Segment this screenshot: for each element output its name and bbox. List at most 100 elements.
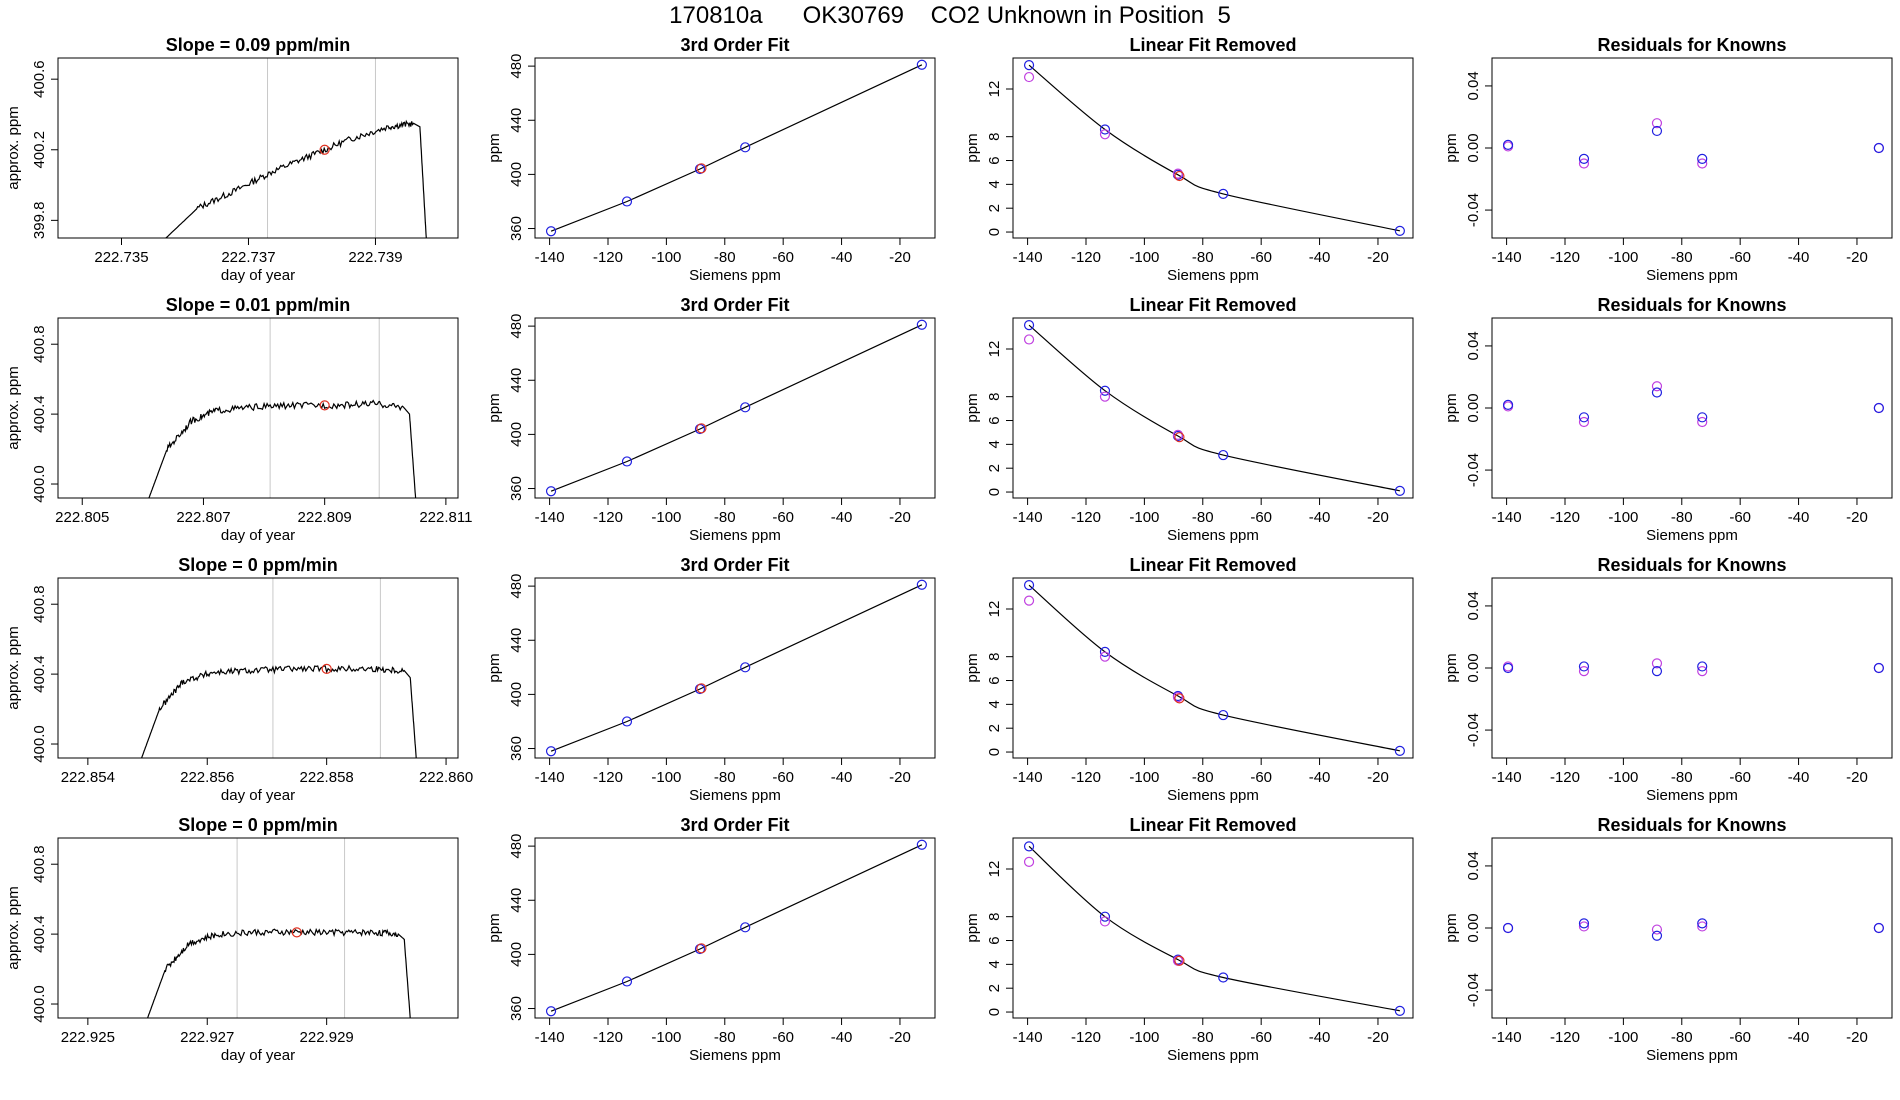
x-tick-label: -120 (1071, 1029, 1101, 1046)
known-point (1172, 692, 1184, 703)
residual-point-a (1697, 921, 1708, 932)
residual-point-a (1578, 416, 1590, 428)
x-tick-label: -140 (1492, 1029, 1522, 1046)
x-tick-label: -140 (1013, 1029, 1043, 1046)
known-point (1023, 334, 1035, 345)
x-tick-label: -120 (593, 769, 623, 786)
x-tick-label: -80 (714, 509, 736, 526)
x-tick-label: -20 (1846, 509, 1868, 526)
x-tick-label: -40 (831, 1029, 853, 1046)
residual-point-a (1651, 658, 1663, 669)
y-tick-label: 400.4 (31, 915, 48, 953)
chart-panel: Linear Fit Removed -140 -120 -100 -80 -60 -40 -… (964, 295, 1414, 544)
x-tick-label: -80 (1671, 249, 1693, 266)
unknown-point (1174, 432, 1185, 443)
unknown-point (696, 683, 707, 694)
siemens-point (1218, 449, 1229, 461)
plot-area: Linear Fit Removed -140 -120 -100 -80 -60 -40 -… (964, 555, 1414, 804)
x-axis-label: Siemens ppm (1167, 787, 1259, 804)
y-tick-label: 440 (508, 888, 525, 913)
x-tick-label: -60 (1250, 509, 1272, 526)
x-axis-label: Siemens ppm (689, 787, 781, 804)
plot-frame (57, 577, 459, 759)
siemens-point (1394, 1005, 1405, 1016)
plot-content (1023, 60, 1405, 236)
residual-point-a (1578, 158, 1590, 169)
y-axis-label: approx. ppm (5, 366, 22, 449)
siemens-point (1099, 385, 1111, 396)
fit-curve (1028, 845, 1401, 1012)
x-tick-label: -80 (714, 1029, 736, 1046)
y-tick-label: 440 (508, 368, 525, 393)
chart-panel: 3rd Order Fit -140 -120 -100 -80 -60 -40 -20 Sie… (486, 555, 936, 804)
plot-frame (57, 57, 459, 239)
fit-line (550, 584, 923, 752)
x-tick-label: -60 (772, 509, 794, 526)
plot-content (141, 578, 417, 758)
y-tick-label: 480 (508, 834, 525, 859)
x-tick-label: -100 (1608, 249, 1638, 266)
chart-title: 3rd Order Fit (680, 295, 789, 315)
known-point (1023, 595, 1035, 606)
x-tick-label: -120 (1550, 249, 1580, 266)
y-axis-label: ppm (1443, 653, 1460, 682)
siemens-point (1023, 60, 1035, 71)
x-tick-label: -20 (889, 249, 911, 266)
residual-point-a (1651, 381, 1663, 392)
y-axis-label: approx. ppm (5, 886, 22, 969)
residual-point-a (1578, 666, 1590, 677)
x-tick-label: -140 (1492, 769, 1522, 786)
plot-area: Residuals for Knowns -140 -120 -100 -80 -60 -4… (1443, 815, 1893, 1064)
plot-frame (534, 837, 936, 1019)
chart-panel: Linear Fit Removed -140 -120 -100 -80 -60 -40 -… (964, 555, 1414, 804)
y-tick-label: 8 (986, 393, 1003, 401)
y-tick-label: 0.04 (1465, 851, 1482, 880)
x-tick-label: -120 (1550, 509, 1580, 526)
unknown-point (1174, 955, 1185, 966)
y-tick-label: 12 (986, 341, 1003, 358)
y-axis-label: approx. ppm (5, 106, 22, 189)
siemens-point (1218, 709, 1229, 721)
y-tick-label: 400.0 (31, 725, 48, 763)
x-tick-label: -100 (1608, 769, 1638, 786)
plot-frame (57, 317, 459, 499)
chart-title: Slope = 0 ppm/min (178, 815, 338, 835)
plot-area: Slope = 0.09 ppm/min 222.735 222.737 222.73… (5, 35, 459, 284)
unknown-point (319, 144, 330, 155)
siemens-point (740, 922, 751, 933)
y-tick-label: 400 (508, 682, 525, 707)
chart-panel: 3rd Order Fit -140 -120 -100 -80 -60 -40 -20 Sie… (486, 295, 936, 544)
y-tick-label: 440 (508, 108, 525, 133)
x-tick-label: -80 (1192, 249, 1214, 266)
chart-title: 3rd Order Fit (680, 815, 789, 835)
y-tick-label: 12 (986, 861, 1003, 878)
fit-curve (1028, 324, 1401, 492)
y-tick-label: 400 (508, 942, 525, 967)
plot-area: Slope = 0 ppm/min 222.854 222.856 222.858 22… (5, 555, 473, 804)
plot-content (147, 838, 411, 1018)
y-tick-label: 360 (508, 476, 525, 501)
y-tick-label: 400 (508, 422, 525, 447)
plot-content (1023, 580, 1405, 756)
known-point (1172, 429, 1184, 440)
residual-point-b (1873, 142, 1884, 154)
plot-area: 3rd Order Fit -140 -120 -100 -80 -60 -40 -20 Sie… (486, 35, 936, 284)
plot-area: Slope = 0.01 ppm/min 222.805 222.807 222.80… (5, 295, 472, 544)
x-tick-label: 222.925 (61, 1029, 115, 1046)
x-tick-label: -120 (1071, 769, 1101, 786)
x-axis-label: Siemens ppm (1646, 1047, 1738, 1064)
unknown-point (319, 400, 330, 411)
residual-point-b (1873, 922, 1884, 934)
known-point (1099, 916, 1111, 927)
x-tick-label: 222.805 (55, 509, 109, 526)
x-tick-label: 222.807 (176, 509, 230, 526)
unknown-point (291, 927, 302, 938)
plot-area: 3rd Order Fit -140 -120 -100 -80 -60 -40 -20 Sie… (486, 555, 936, 804)
residual-point-b (1651, 387, 1663, 398)
residual-point-b (1578, 153, 1590, 164)
known-point (1023, 856, 1035, 867)
x-tick-label: -100 (651, 509, 681, 526)
plot-frame (1491, 57, 1893, 239)
unknown-point (1174, 170, 1185, 182)
trace-line (165, 119, 427, 238)
